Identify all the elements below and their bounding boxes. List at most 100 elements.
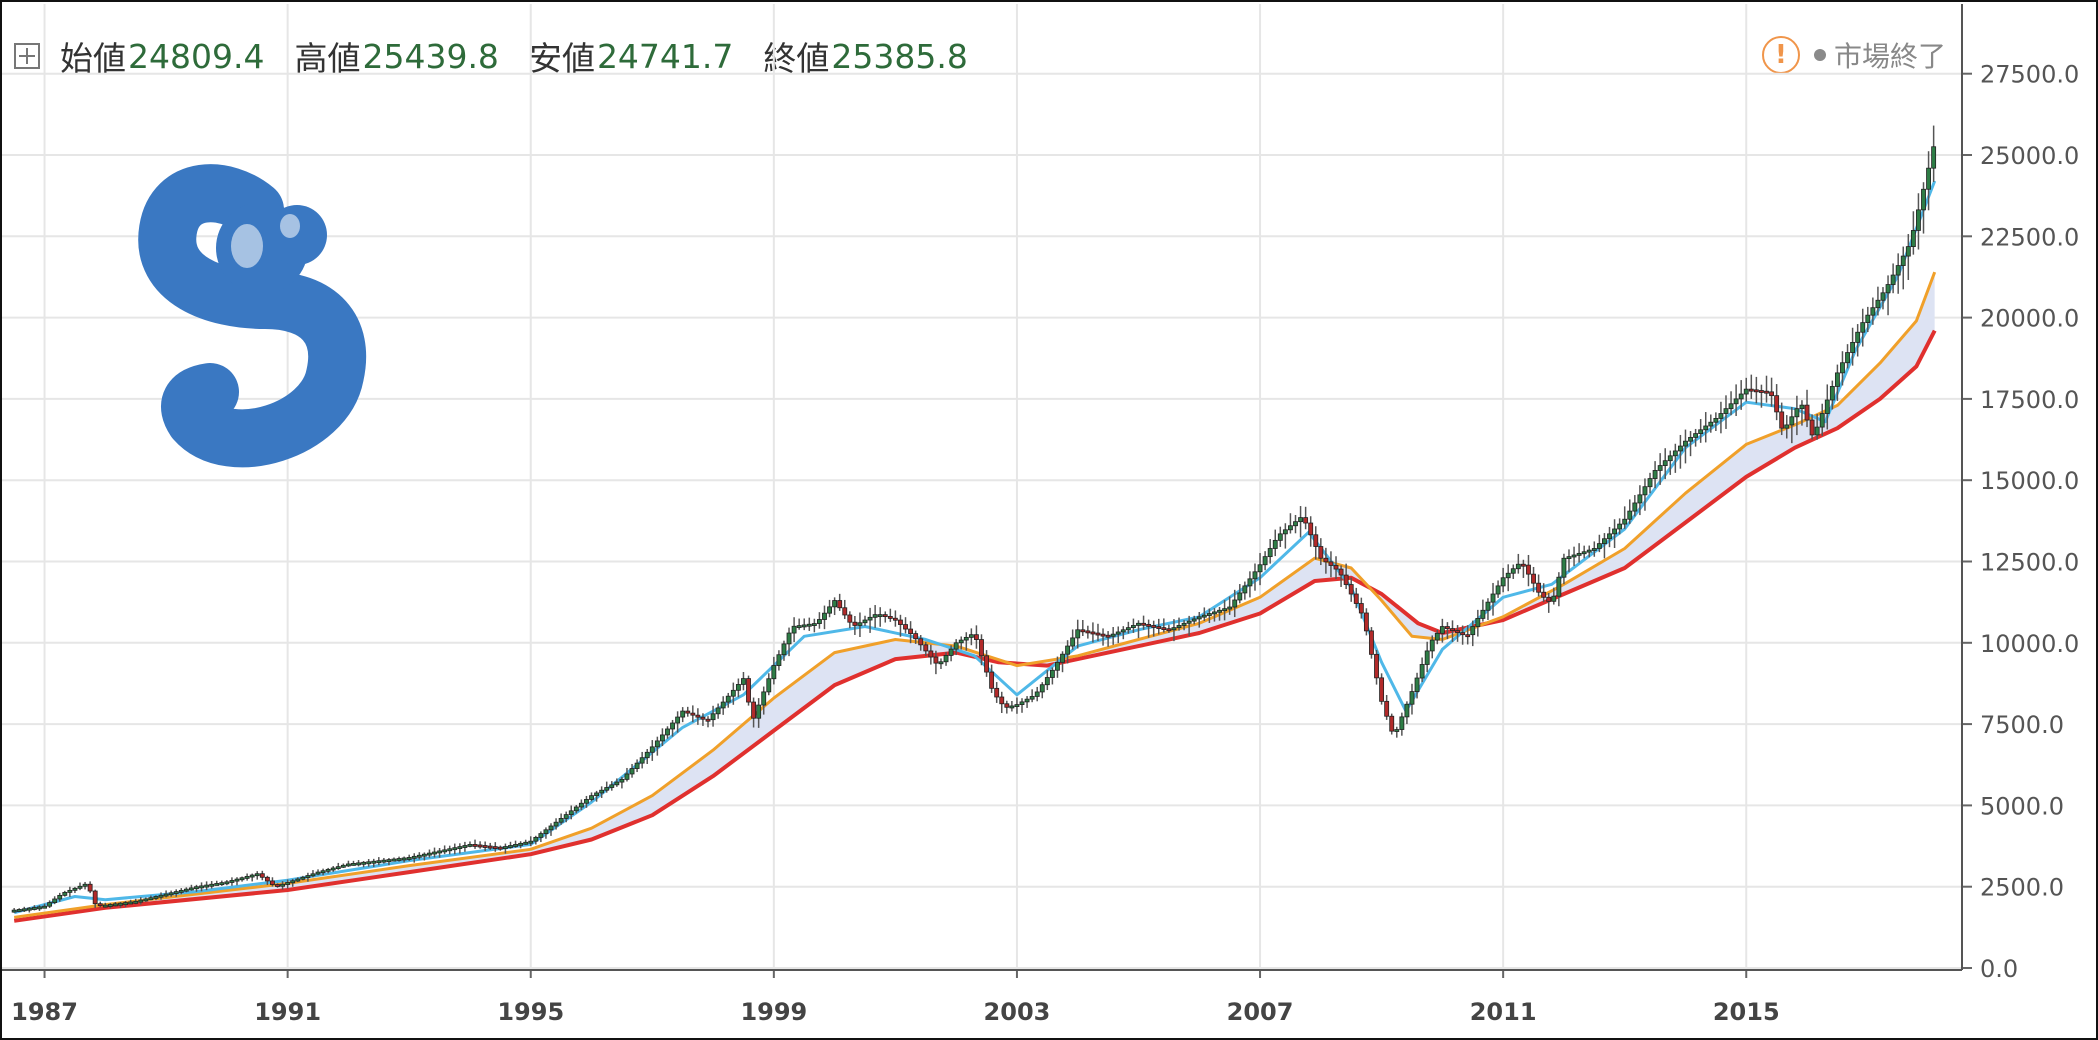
candle-body [1900, 255, 1906, 266]
candle [1206, 608, 1212, 623]
candle [1358, 597, 1364, 619]
candle-body [97, 903, 103, 907]
candle [619, 776, 625, 789]
candle-body [1049, 669, 1055, 678]
candle [62, 890, 68, 897]
candle [1080, 619, 1086, 637]
candle-body [42, 905, 47, 909]
candle-body [487, 845, 493, 849]
candle-body [735, 684, 741, 691]
x-tick-label: 2003 [984, 998, 1051, 1026]
candle-body [898, 619, 903, 625]
candle-body [1905, 246, 1911, 257]
candle-body [1789, 416, 1795, 426]
candle [700, 713, 706, 726]
candle-body [1247, 578, 1253, 587]
candle-body [553, 821, 559, 827]
candle-body [143, 898, 149, 902]
candle-body [335, 866, 341, 870]
candle [1551, 587, 1557, 605]
candle-body [452, 847, 458, 851]
candle-body [1753, 389, 1759, 393]
candle-body [1262, 556, 1268, 566]
candle [168, 890, 174, 897]
candle [822, 605, 827, 630]
candle [1860, 308, 1866, 347]
candle-body [1617, 523, 1623, 530]
candle [1196, 612, 1202, 628]
candle [123, 901, 129, 908]
candle-body [1227, 606, 1233, 610]
candle [462, 841, 468, 852]
candle-body [746, 678, 751, 703]
candle-body [953, 642, 959, 650]
candle-body [1095, 632, 1101, 636]
candle-body [1632, 502, 1638, 512]
candle-body [1379, 677, 1385, 702]
candle [1698, 419, 1704, 443]
candle-body [705, 718, 711, 722]
candle [1657, 453, 1663, 485]
candle [366, 859, 372, 867]
candle [533, 835, 539, 845]
high-label: 高値 [294, 39, 361, 78]
candle [1799, 400, 1805, 426]
candle-body [1424, 650, 1430, 665]
candle-body [275, 884, 280, 887]
candle-body [497, 846, 503, 850]
candle-body [1009, 705, 1015, 709]
candle [1369, 627, 1374, 659]
candle-body [1445, 626, 1450, 629]
expand-icon[interactable] [14, 43, 40, 69]
candle-body [634, 762, 640, 769]
candle [1146, 619, 1152, 638]
candle-body [923, 644, 929, 652]
candle [1227, 596, 1233, 615]
candle [1531, 566, 1536, 593]
candle-body [1293, 521, 1298, 527]
candle-body [1571, 554, 1577, 558]
candle [102, 902, 108, 908]
candle-body [1060, 653, 1065, 663]
candle [903, 617, 908, 634]
candle [26, 907, 32, 913]
candle [133, 898, 139, 905]
candle-body [427, 852, 432, 856]
candle-body [1814, 426, 1820, 436]
candle [264, 875, 270, 886]
candle-body [1151, 625, 1157, 628]
candle [1282, 523, 1288, 549]
candle [1212, 608, 1217, 622]
candle-body [1136, 622, 1141, 626]
candle [1490, 582, 1496, 616]
candle [1318, 538, 1324, 566]
candle [923, 641, 929, 657]
grid [2, 4, 1962, 970]
candle-body [741, 678, 746, 685]
candle-body [867, 616, 873, 621]
candle-body [933, 656, 939, 664]
candle-body [563, 814, 569, 819]
candle-body [376, 860, 382, 864]
candle-body [472, 844, 478, 847]
candle [1267, 538, 1273, 564]
candle [654, 736, 660, 756]
candle-body [1181, 622, 1187, 626]
candle-body [1201, 614, 1207, 618]
candle [1622, 506, 1628, 529]
candle [1348, 577, 1354, 602]
candle-body [305, 875, 311, 878]
candle [1520, 559, 1526, 578]
candle [487, 842, 493, 850]
candle [87, 881, 93, 894]
candle [447, 845, 453, 855]
candle [1024, 696, 1030, 708]
candle-body [133, 900, 139, 904]
candle [11, 908, 17, 913]
candle-body [113, 903, 118, 907]
candle-body [224, 881, 230, 885]
candle-body [1667, 455, 1673, 462]
candle [1333, 556, 1339, 580]
candle-body [948, 648, 954, 656]
candle [1004, 700, 1010, 714]
